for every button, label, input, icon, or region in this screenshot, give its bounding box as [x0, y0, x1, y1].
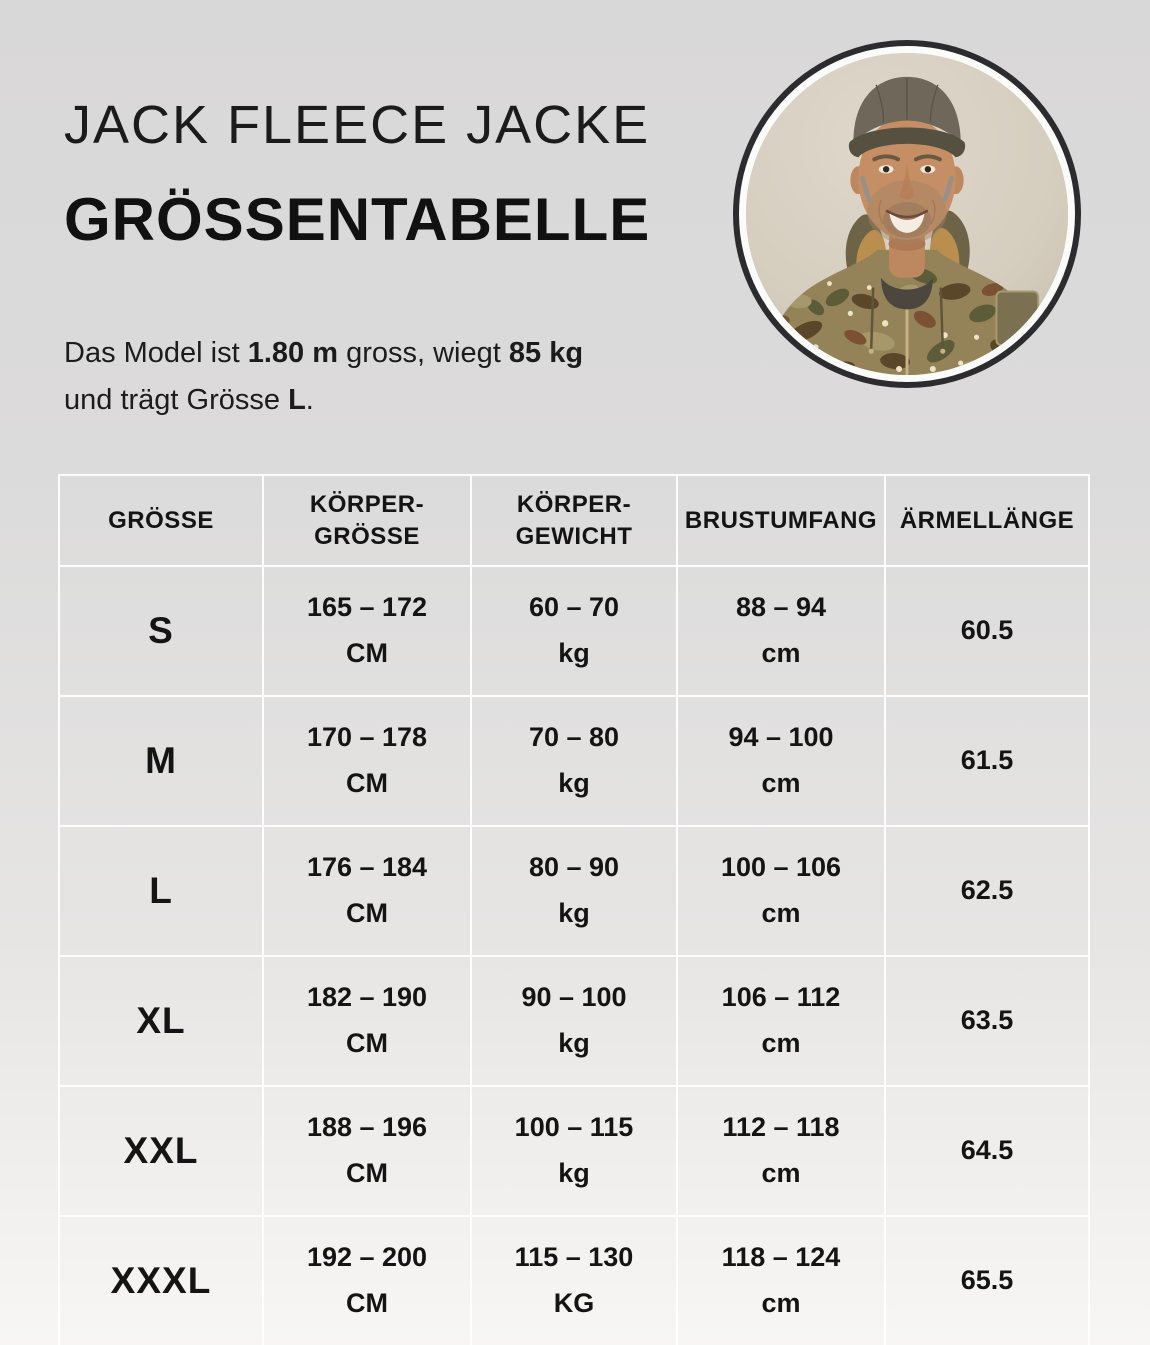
table-row-xxxl-weight: 115 – 130 KG	[470, 1215, 676, 1345]
table-row-xxxl-size: XXXL	[58, 1215, 262, 1345]
table-row-m-chest: 94 – 100 cm	[676, 695, 884, 825]
table-row-s-chest: 88 – 94 cm	[676, 565, 884, 695]
column-header-brustumfang: BRUSTUMFANG	[676, 474, 884, 565]
model-description-line2: und trägt Grösse L.	[64, 383, 314, 416]
table-row-xl-size: XL	[58, 955, 262, 1085]
table-row-s-sleeve: 60.5	[884, 565, 1090, 695]
arm-patch	[995, 290, 1040, 347]
model-description: Das Model ist 1.80 m gross, wiegt 85 kg …	[64, 330, 583, 424]
title-block: JACK FLEECE JACKE GRÖSSENTABELLE	[64, 98, 650, 250]
model-height: 1.80 m	[247, 337, 339, 369]
column-header-koerpergewicht: KÖRPER- GEWICHT	[470, 474, 676, 565]
table-row-xxl-size: XXL	[58, 1085, 262, 1215]
table-row-l-height: 176 – 184 CM	[262, 825, 470, 955]
table-row-xl-chest: 106 – 112 cm	[676, 955, 884, 1085]
table-row-xxl-weight: 100 – 115 kg	[470, 1085, 676, 1215]
column-header-groesse: GRÖSSE	[58, 474, 262, 565]
table-row-xl-weight: 90 – 100 kg	[470, 955, 676, 1085]
table-row-l-weight: 80 – 90 kg	[470, 825, 676, 955]
size-table: GRÖSSE KÖRPER- GRÖSSE KÖRPER- GEWICHT BRUS…	[58, 474, 1090, 1345]
table-row-l-chest: 100 – 106 cm	[676, 825, 884, 955]
table-row-xl-sleeve: 63.5	[884, 955, 1090, 1085]
table-row-s-weight: 60 – 70 kg	[470, 565, 676, 695]
column-header-aermellaenge: ÄRMELLÄNGE	[884, 474, 1090, 565]
size-chart-title: GRÖSSENTABELLE	[64, 186, 651, 253]
t-shirt	[881, 277, 933, 310]
table-row-m-height: 170 – 178 CM	[262, 695, 470, 825]
chest-zipper-right	[939, 287, 945, 350]
column-header-koerpergroesse: KÖRPER- GRÖSSE	[262, 474, 470, 565]
product-title: JACK FLEECE JACKE	[64, 95, 651, 155]
table-row-m-sleeve: 61.5	[884, 695, 1090, 825]
model-photo	[746, 53, 1068, 375]
model-description-line1: Das Model ist 1.80 m gross, wiegt 85 kg	[64, 337, 584, 369]
nose	[899, 164, 915, 200]
model-portrait-icon	[746, 53, 1068, 375]
table-row-l-size: L	[58, 825, 262, 955]
model-weight: 85 kg	[508, 337, 584, 369]
chest-zipper-left	[869, 287, 875, 350]
table-row-xxxl-chest: 118 – 124 cm	[676, 1215, 884, 1345]
table-row-xl-height: 182 – 190 CM	[262, 955, 470, 1085]
table-row-xxl-chest: 112 – 118 cm	[676, 1085, 884, 1215]
smile	[889, 212, 925, 233]
face	[850, 116, 964, 244]
table-row-xxxl-sleeve: 65.5	[884, 1215, 1090, 1345]
table-row-s-height: 165 – 172 CM	[262, 565, 470, 695]
table-row-m-weight: 70 – 80 kg	[470, 695, 676, 825]
model-size: L	[288, 383, 306, 416]
table-row-xxxl-height: 192 – 200 CM	[262, 1215, 470, 1345]
table-row-xxl-height: 188 – 196 CM	[262, 1085, 470, 1215]
table-row-m-size: M	[58, 695, 262, 825]
table-row-xxl-sleeve: 64.5	[884, 1085, 1090, 1215]
model-photo-frame	[733, 40, 1081, 388]
table-row-l-sleeve: 62.5	[884, 825, 1090, 955]
baseball-cap	[848, 76, 966, 158]
jacket-body	[763, 249, 1051, 375]
table-row-s-size: S	[58, 565, 262, 695]
